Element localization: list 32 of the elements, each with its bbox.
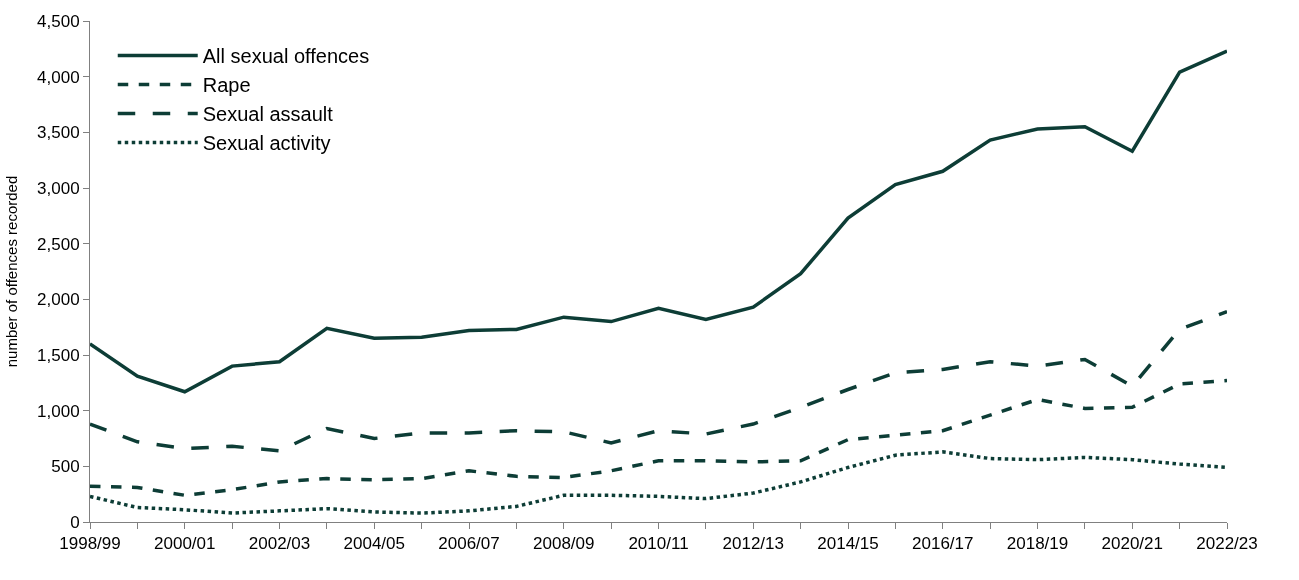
x-tick-label: 2022/23: [1196, 534, 1258, 554]
y-tick-label: 4,000: [37, 67, 80, 87]
line-series: [90, 49, 1227, 394]
y-tick-label: 3,000: [37, 178, 80, 198]
y-tick-label: 4,500: [37, 11, 80, 31]
x-tick-label: 2016/17: [912, 534, 974, 554]
y-tick-label: 2,000: [37, 290, 80, 310]
y-tick-label: 500: [51, 457, 80, 477]
y-axis-title: number of offences recorded: [3, 175, 21, 368]
y-tick-label: 2,500: [37, 234, 80, 254]
x-tick-label: 2014/15: [817, 534, 879, 554]
x-tick-label: 2000/01: [154, 534, 216, 554]
line-series: [90, 450, 1227, 515]
x-tick-label: 2002/03: [248, 534, 311, 554]
x-tick-label: 2006/07: [438, 534, 500, 554]
line-series: [90, 378, 1227, 498]
x-tick-label: 2010/11: [628, 534, 689, 554]
x-tick-label: 2018/19: [1006, 534, 1069, 554]
legend-label: Rape: [202, 74, 251, 97]
legend-label: All sexual offences: [202, 45, 370, 68]
y-tick-label: 3,500: [37, 123, 80, 143]
y-tick-label: 0: [70, 512, 80, 532]
y-tick-label: 1,500: [37, 345, 80, 365]
legend-label: Sexual activity: [202, 132, 331, 155]
x-tick-label: 2020/21: [1101, 534, 1163, 554]
y-tick-label: 1,000: [37, 401, 80, 421]
x-tick-label: 2008/09: [533, 534, 595, 554]
x-tick-label: 1998/99: [59, 534, 121, 554]
x-tick-label: 2012/13: [722, 534, 784, 554]
legend-label: Sexual assault: [202, 103, 334, 126]
line-series: [90, 309, 1227, 453]
x-tick-label: 2004/05: [343, 534, 405, 554]
